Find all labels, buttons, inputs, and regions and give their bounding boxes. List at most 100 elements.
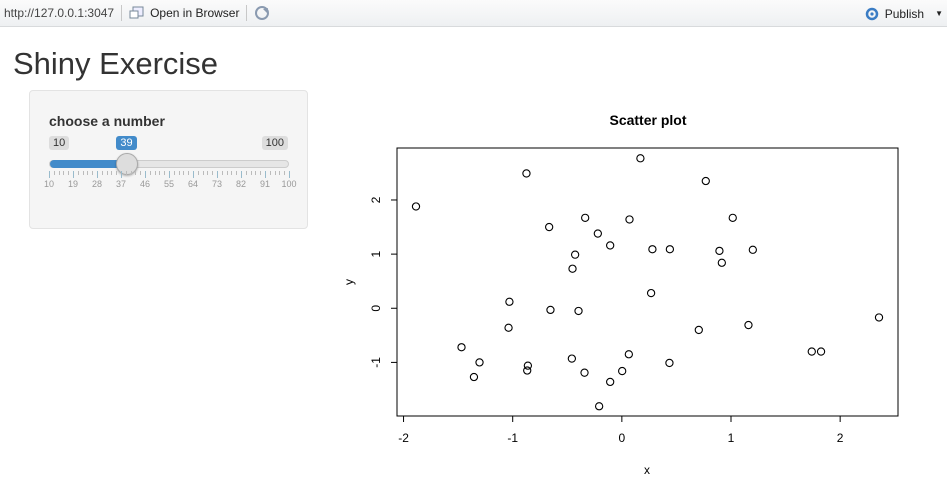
slider-minor-tick <box>149 171 151 175</box>
slider-grid-tick <box>121 171 122 178</box>
data-point <box>728 213 737 222</box>
y-tick-label: 2 <box>369 196 383 203</box>
data-point <box>568 264 577 273</box>
slider-grid-tick <box>265 171 266 178</box>
slider-minor-tick <box>173 171 175 175</box>
slider-minor-tick <box>135 171 137 175</box>
data-point <box>744 320 753 330</box>
open-in-browser-label: Open in Browser <box>150 6 240 20</box>
slider-grid-label: 64 <box>187 179 199 189</box>
slider-grid-label: 10 <box>43 179 55 189</box>
slider-minor-tick <box>197 171 199 175</box>
y-tick-label: 1 <box>369 250 383 257</box>
slider-handle[interactable] <box>116 153 139 175</box>
data-point <box>567 354 577 363</box>
data-point <box>606 377 615 387</box>
slider-minor-tick <box>236 171 238 175</box>
slider-minor-tick <box>130 171 132 175</box>
slider-minor-tick <box>226 171 228 175</box>
page-title: Shiny Exercise <box>13 46 219 81</box>
slider-grid-tick <box>193 171 194 178</box>
sidebar-panel: choose a number 10 39 100 10 19 28 37 46 55 64… <box>29 90 308 229</box>
open-in-browser-button[interactable]: Open in Browser <box>129 6 239 20</box>
data-point <box>624 350 633 359</box>
chevron-down-icon[interactable]: ▼ <box>935 9 943 18</box>
data-point <box>665 245 675 254</box>
slider-minor-tick <box>260 171 262 175</box>
data-point <box>665 358 674 368</box>
data-point <box>522 169 531 178</box>
slider-grid-label: 55 <box>163 179 175 189</box>
slider-grid-label: 19 <box>67 179 79 189</box>
data-point <box>625 215 634 224</box>
data-point <box>606 241 615 250</box>
slider-minor-tick <box>221 171 223 175</box>
slider-grid-label: 73 <box>211 179 223 189</box>
data-point <box>715 246 724 256</box>
divider <box>121 5 123 21</box>
slider-grid: 10 19 28 37 46 55 64 73 82 91 100 <box>44 171 297 191</box>
slider-minor-tick <box>188 171 190 175</box>
data-point <box>701 176 710 186</box>
slider-grid-label: 100 <box>281 179 297 189</box>
slider-grid-label: 46 <box>139 179 151 189</box>
slider-value-label: 39 <box>116 136 137 150</box>
data-point <box>594 402 604 411</box>
x-tick-label: -1 <box>507 431 518 445</box>
publish-button[interactable]: Publish ▼ <box>864 0 947 27</box>
slider-minor-tick <box>212 171 214 175</box>
slider-minor-tick <box>231 171 233 175</box>
slider-grid-tick <box>49 171 50 178</box>
slider-minor-tick <box>207 171 209 175</box>
y-axis-label: y <box>342 279 356 285</box>
data-point <box>807 347 816 356</box>
data-point <box>475 358 484 367</box>
slider-minor-tick <box>63 171 65 175</box>
data-point <box>411 202 421 211</box>
data-point <box>593 229 602 238</box>
slider-minor-tick <box>106 171 108 175</box>
slider-minor-tick <box>87 171 89 175</box>
data-point <box>523 361 533 370</box>
slider-grid-tick <box>145 171 146 178</box>
slider-track[interactable] <box>49 153 289 175</box>
viewer-toolbar: http://127.0.0.1:3047 Open in Browser Pu… <box>0 0 947 27</box>
slider-minor-tick <box>125 171 127 175</box>
slider-minor-tick <box>154 171 156 175</box>
slider-minor-tick <box>255 171 257 175</box>
slider-minor-tick <box>53 171 55 175</box>
data-point <box>523 366 532 375</box>
slider-grid-label: 37 <box>115 179 127 189</box>
slider-min-label: 10 <box>49 136 70 150</box>
slider-grid-tick <box>241 171 242 178</box>
data-point <box>646 288 656 298</box>
slider-minor-tick <box>183 171 185 175</box>
slider-grid-tick <box>289 171 290 178</box>
x-tick-label: 1 <box>728 431 735 445</box>
data-point <box>874 313 884 322</box>
publish-icon <box>865 7 878 20</box>
slider-minor-tick <box>284 171 286 175</box>
slider-minor-tick <box>111 171 113 175</box>
data-point <box>469 372 479 382</box>
slider-minor-tick <box>82 171 84 175</box>
slider-minor-tick <box>178 171 180 175</box>
slider-minor-tick <box>101 171 103 175</box>
data-point <box>694 325 703 335</box>
slider-fill <box>50 160 128 168</box>
url-text: http://127.0.0.1:3047 <box>4 6 115 20</box>
publish-label: Publish <box>884 6 925 21</box>
slider-grid-tick <box>217 171 218 178</box>
data-point <box>748 245 757 254</box>
slider-minor-tick <box>77 171 79 175</box>
slider-minor-tick <box>279 171 281 175</box>
refresh-icon[interactable] <box>254 5 270 21</box>
data-point <box>574 306 583 316</box>
data-point <box>546 305 555 315</box>
data-point <box>504 323 513 332</box>
slider-grid-label: 91 <box>259 179 271 189</box>
slider-minor-tick <box>140 171 142 175</box>
chart-title: Scatter plot <box>609 112 686 128</box>
slider-minor-tick <box>68 171 70 175</box>
slider-minor-tick <box>269 171 271 175</box>
